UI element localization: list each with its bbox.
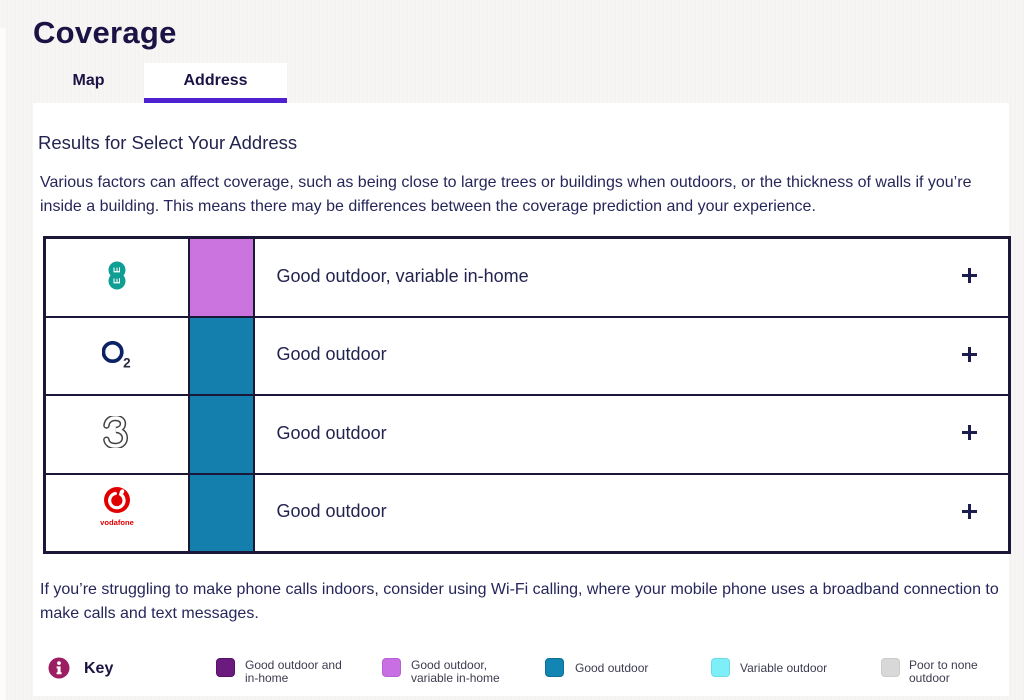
svg-text:vodafone: vodafone bbox=[100, 518, 134, 527]
svg-text:E: E bbox=[112, 278, 122, 284]
svg-text:2: 2 bbox=[123, 355, 131, 368]
svg-text:E: E bbox=[112, 267, 122, 273]
